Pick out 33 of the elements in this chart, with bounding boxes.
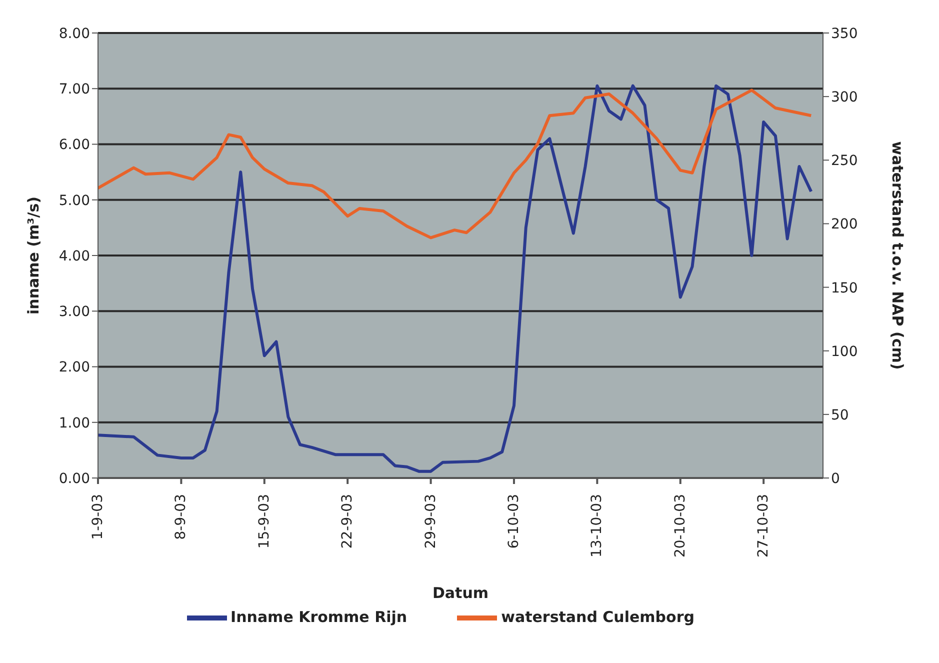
x-tick-label: 22-9-03: [340, 494, 356, 549]
line-series: [98, 84, 813, 473]
legend-label: waterstand Culemborg: [501, 608, 694, 626]
y2-tick-label: 300: [831, 90, 858, 106]
x-axis-title: Datum: [432, 584, 489, 602]
legend-label: Inname Kromme Rijn: [230, 608, 408, 626]
y2-tick-label: 200: [831, 216, 858, 233]
x-tick-label: 27-10-03: [756, 494, 772, 558]
x-tick-label: 13-10-03: [589, 494, 606, 558]
y-axis-title: inname (m³/s): [24, 196, 42, 314]
y2-tick-label: 50: [831, 407, 849, 424]
y-tick-label: 0.00: [58, 470, 90, 487]
y-tick-label: 2.00: [58, 360, 90, 376]
y2-tick-label: 150: [831, 280, 858, 296]
y2-tick-label: 0: [831, 470, 840, 487]
y2-tick-label: 250: [831, 153, 858, 170]
x-tick-label: 6-10-03: [506, 494, 522, 549]
y-tick-label: 6.00: [58, 137, 90, 154]
x-tick-label: 29-9-03: [422, 494, 439, 549]
y-tick-label: 7.00: [58, 82, 90, 98]
y-tick-label: 4.00: [58, 248, 90, 264]
y-tick-label: 3.00: [58, 304, 90, 320]
x-tick-label: 15-9-03: [256, 494, 272, 549]
y-tick-label: 1.00: [58, 415, 90, 432]
y-tick-label: 8.00: [58, 26, 90, 42]
y2-tick-label: 100: [831, 344, 858, 360]
x-tick-label: 1-9-03: [90, 494, 106, 540]
y-tick-label: 5.00: [58, 192, 90, 209]
x-tick-label: 20-10-03: [672, 494, 688, 558]
x-tick-label: 8-9-03: [173, 494, 190, 540]
line-series: [98, 88, 813, 240]
y2-axis-title: waterstand t.o.v. NAP (cm): [888, 141, 907, 370]
y2-tick-label: 350: [831, 26, 858, 42]
